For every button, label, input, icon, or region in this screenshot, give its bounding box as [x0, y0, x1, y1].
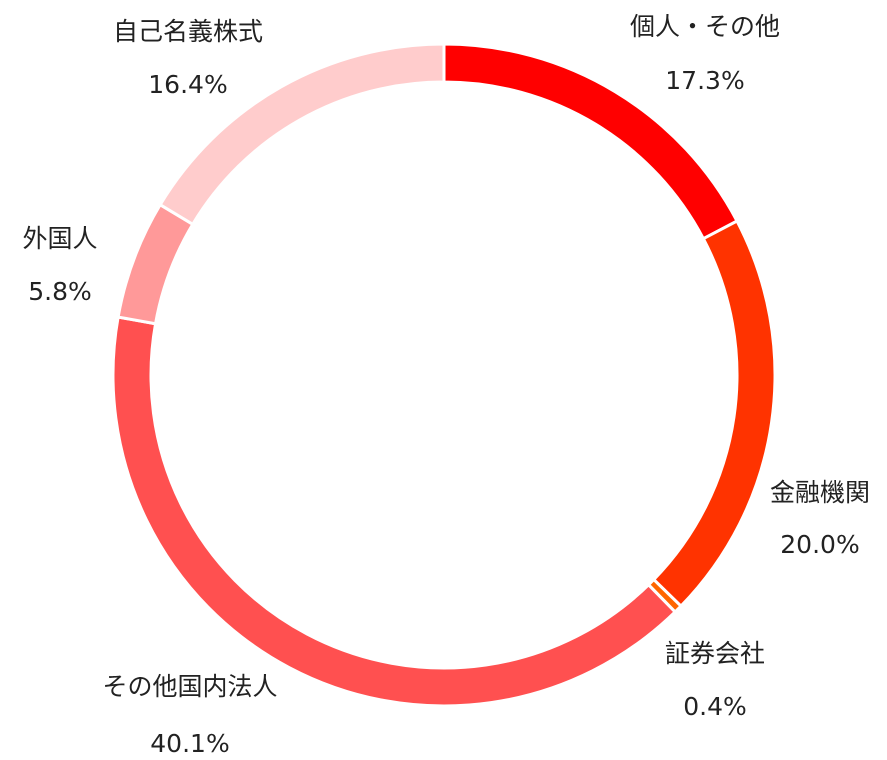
value-label: 5.8% — [28, 277, 92, 306]
category-label: 自己名義株式 — [113, 17, 263, 46]
donut-segment — [158, 42, 446, 227]
value-label: 16.4% — [148, 70, 227, 99]
value-label: 20.0% — [780, 530, 859, 559]
donut-segment — [111, 315, 678, 708]
value-label: 17.3% — [665, 66, 744, 95]
category-label: 証券会社 — [665, 639, 765, 668]
donut-segment — [651, 219, 777, 609]
value-label: 40.1% — [150, 729, 229, 758]
donut-segment — [116, 202, 195, 326]
category-label: 個人・その他 — [630, 12, 780, 41]
category-label: 外国人 — [22, 224, 97, 253]
category-label: その他国内法人 — [102, 672, 277, 701]
category-label: 金融機関 — [770, 478, 870, 507]
value-label: 0.4% — [683, 692, 747, 721]
